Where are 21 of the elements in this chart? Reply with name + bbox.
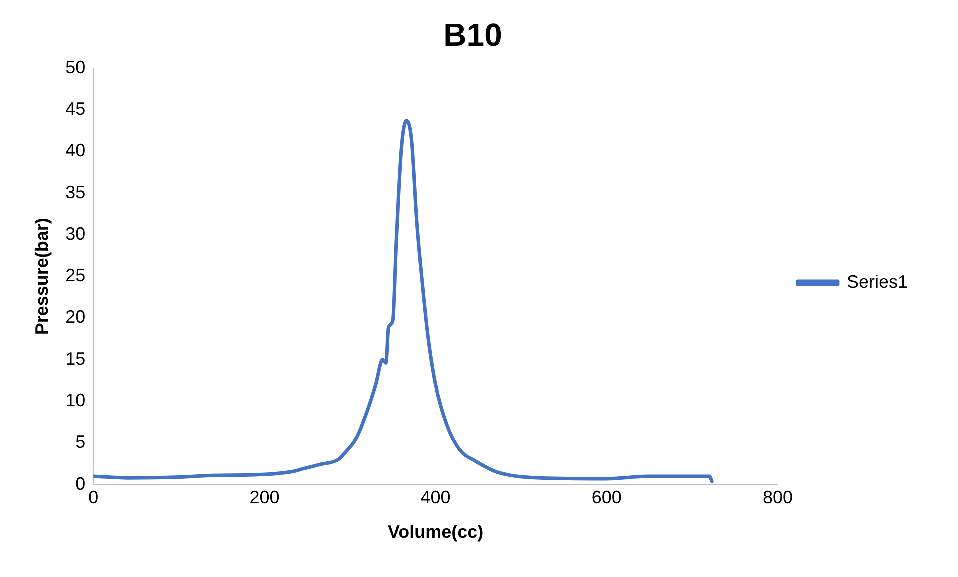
- y-tick-label: 0: [76, 474, 86, 494]
- y-tick-label: 5: [76, 432, 86, 452]
- y-tick-label: 25: [66, 266, 86, 286]
- y-tick-label: 50: [66, 57, 86, 78]
- y-tick-label: 45: [66, 99, 86, 120]
- y-tick-label: 10: [66, 390, 86, 410]
- y-tick-label: 35: [66, 182, 86, 202]
- y-tick-label: 20: [66, 307, 86, 328]
- y-axis-title: Pressure(bar): [32, 218, 52, 336]
- x-tick-label: 400: [420, 488, 451, 508]
- x-tick-label: 200: [250, 488, 280, 508]
- x-tick-label: 0: [88, 488, 99, 508]
- x-tick-label: 800: [762, 488, 793, 508]
- line-series: [94, 119, 714, 484]
- y-tick-label: 30: [66, 224, 86, 244]
- x-tick-label: 600: [592, 488, 622, 508]
- legend-label: Series1: [846, 272, 908, 292]
- y-tick-label: 15: [66, 348, 86, 369]
- y-tick-label: 40: [66, 140, 86, 161]
- chart-title: B10: [444, 17, 502, 54]
- x-axis-title: Volume(cc): [388, 522, 484, 542]
